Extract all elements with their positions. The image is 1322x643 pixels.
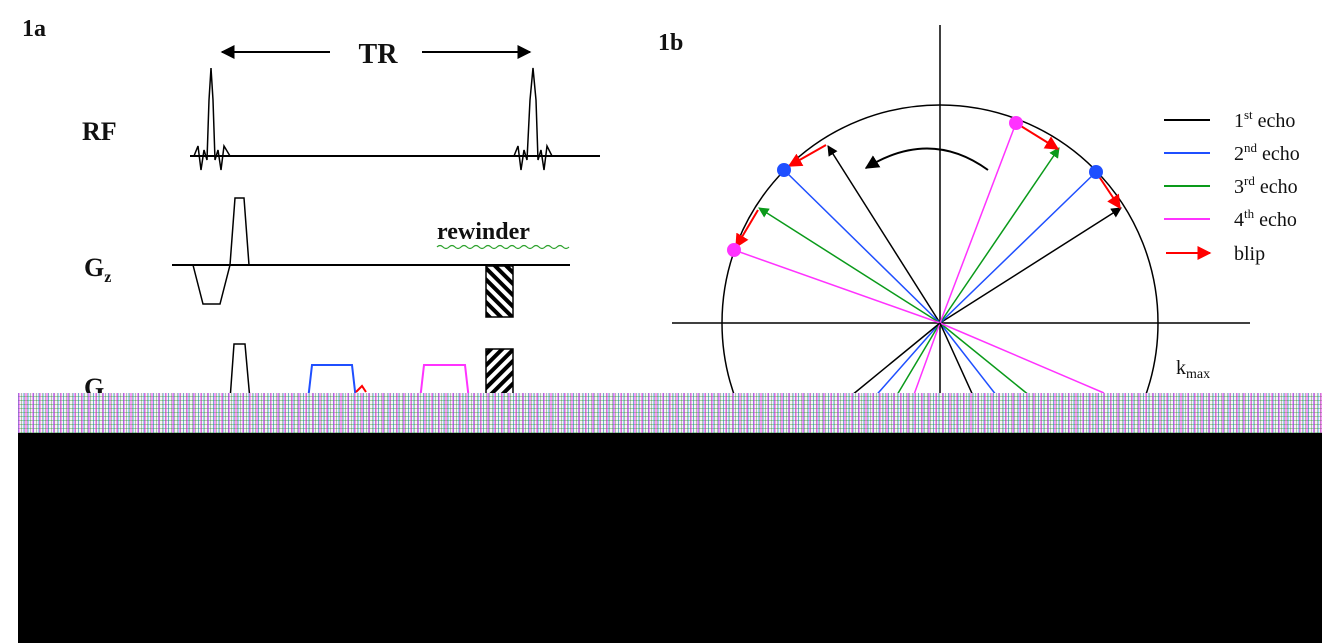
legend-echo1: 1st echo bbox=[1234, 107, 1295, 132]
spoke-lower-magenta bbox=[911, 322, 941, 401]
spoke-lower-black bbox=[845, 322, 941, 401]
spoke-echo1-left bbox=[827, 145, 941, 324]
noise-band bbox=[18, 393, 1322, 433]
gx-blue-lobe bbox=[307, 364, 357, 401]
gz-label: Gz bbox=[84, 253, 111, 286]
kmax-label: kmax bbox=[1176, 357, 1210, 382]
rewinder-label: rewinder bbox=[437, 219, 530, 245]
gx-red-blip bbox=[355, 384, 367, 393]
spoke-echo4-right bbox=[939, 122, 1017, 324]
dot-blue-right bbox=[1089, 165, 1103, 179]
spoke-echo2-right bbox=[939, 171, 1097, 324]
spoke-lower-blue-2 bbox=[939, 322, 1001, 401]
legend-echo2: 2nd echo bbox=[1234, 140, 1300, 165]
spoke-lower-black-2 bbox=[939, 322, 976, 401]
spoke-lower-magenta-2 bbox=[939, 322, 1105, 394]
rewinder-underline bbox=[436, 244, 570, 250]
rf-label: RF bbox=[82, 117, 117, 146]
black-region bbox=[18, 433, 1322, 643]
spoke-echo1-right bbox=[939, 207, 1122, 324]
blip-left-1 bbox=[787, 144, 827, 167]
tr-label: TR bbox=[359, 39, 399, 70]
spoke-echo2-left bbox=[783, 169, 941, 324]
rotation-arrow bbox=[864, 147, 989, 171]
dot-magenta-left bbox=[727, 243, 741, 257]
panel-b-label: 1b bbox=[658, 30, 683, 56]
gz-slice-select bbox=[192, 197, 250, 305]
blip-right-1 bbox=[1015, 122, 1060, 150]
legend-echo3: 3rd echo bbox=[1234, 173, 1298, 198]
legend-blip: blip bbox=[1234, 243, 1265, 265]
panel-a-label: 1a bbox=[22, 16, 46, 42]
dot-blue-left bbox=[777, 163, 791, 177]
blip-left-2 bbox=[735, 209, 759, 249]
gz-rewinder-block bbox=[485, 265, 514, 318]
gx-magenta-lobe bbox=[419, 364, 470, 401]
blip-right-2 bbox=[1095, 171, 1121, 210]
gx-rewinder-block bbox=[485, 348, 514, 396]
spoke-lower-green-2 bbox=[939, 322, 1036, 401]
rf-pulse-2 bbox=[513, 67, 553, 171]
gx-pulse bbox=[229, 343, 251, 401]
spoke-echo4-left bbox=[733, 249, 941, 324]
spoke-echo3-left bbox=[758, 207, 941, 324]
spoke-echo3-right bbox=[939, 147, 1060, 324]
legend: 1st echo 2nd echo 3rd echo 4th echo blip bbox=[1164, 107, 1300, 265]
spoke-lower-green bbox=[893, 322, 941, 401]
rf-pulse-1 bbox=[193, 67, 231, 171]
dot-magenta-right bbox=[1009, 116, 1023, 130]
legend-echo4: 4th echo bbox=[1234, 206, 1297, 231]
spoke-lower-blue bbox=[871, 322, 941, 401]
